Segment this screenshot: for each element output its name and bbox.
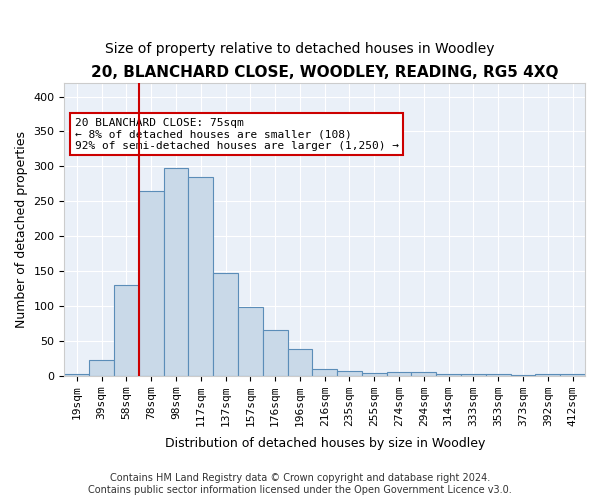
Title: 20, BLANCHARD CLOSE, WOODLEY, READING, RG5 4XQ: 20, BLANCHARD CLOSE, WOODLEY, READING, R… [91,65,559,80]
Bar [560,374,585,376]
Bar [213,273,238,376]
Text: Contains HM Land Registry data © Crown copyright and database right 2024.
Contai: Contains HM Land Registry data © Crown c… [88,474,512,495]
Bar [263,330,287,376]
Bar [461,374,486,376]
Bar [362,373,386,376]
Bar [64,374,89,376]
Text: 20 BLANCHARD CLOSE: 75sqm
← 8% of detached houses are smaller (108)
92% of semi-: 20 BLANCHARD CLOSE: 75sqm ← 8% of detach… [75,118,399,151]
Bar [337,372,362,376]
Bar [287,349,313,376]
X-axis label: Distribution of detached houses by size in Woodley: Distribution of detached houses by size … [164,437,485,450]
Bar [238,308,263,376]
Bar [486,374,511,376]
Bar [386,372,412,376]
Bar [139,190,164,376]
Bar [114,285,139,376]
Bar [188,177,213,376]
Bar [412,372,436,376]
Bar [89,360,114,376]
Bar [535,374,560,376]
Bar [164,168,188,376]
Bar [511,375,535,376]
Bar [436,374,461,376]
Text: Size of property relative to detached houses in Woodley: Size of property relative to detached ho… [105,42,495,56]
Y-axis label: Number of detached properties: Number of detached properties [15,130,28,328]
Bar [313,370,337,376]
